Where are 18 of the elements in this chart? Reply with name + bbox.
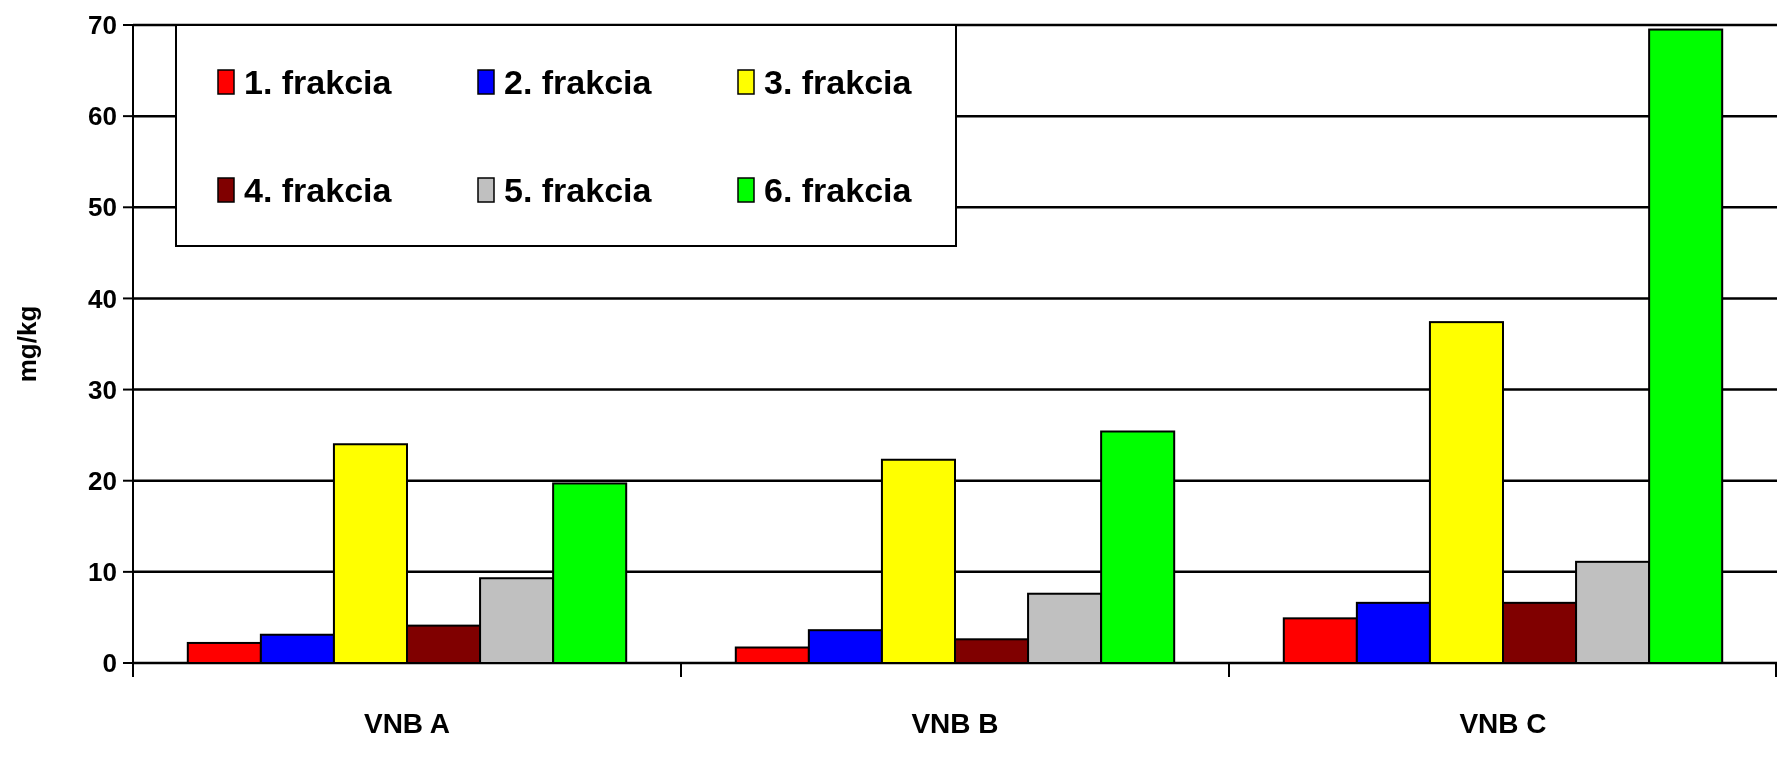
y-tick-label: 30: [88, 374, 117, 405]
x-tick-label: VNB B: [911, 708, 999, 739]
y-tick-label: 40: [88, 283, 117, 314]
legend-label: 1. frakcia: [244, 62, 393, 101]
y-tick-label: 60: [88, 101, 117, 132]
y-tick-label: 0: [102, 648, 117, 679]
legend-label: 4. frakcia: [244, 170, 393, 209]
legend-label: 5. frakcia: [504, 170, 653, 209]
y-tick-label: 50: [88, 192, 117, 223]
legend-label: 3. frakcia: [764, 62, 913, 101]
y-tick-label: 20: [88, 465, 117, 496]
y-tick-label: 70: [88, 10, 117, 41]
x-tick-label: VNB A: [363, 708, 451, 739]
x-tick-label: VNB C: [1459, 708, 1547, 739]
legend-label: 6. frakcia: [764, 170, 913, 209]
y-tick-label: 10: [88, 556, 117, 587]
y-axis-title: mg/kg: [12, 305, 42, 383]
legend-label: 2. frakcia: [504, 62, 653, 101]
